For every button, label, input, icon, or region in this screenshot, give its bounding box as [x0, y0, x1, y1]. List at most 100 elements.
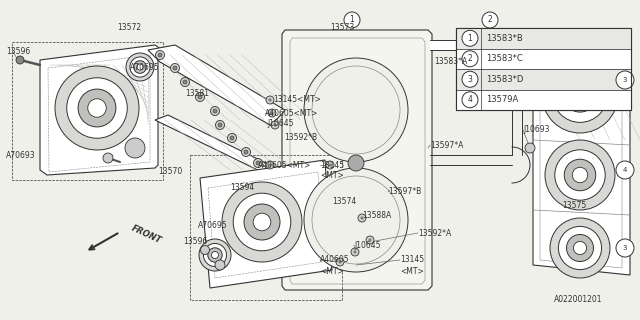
Circle shape — [233, 193, 291, 251]
Text: 13597*A: 13597*A — [430, 140, 463, 149]
Text: 1: 1 — [468, 34, 472, 43]
Text: 13583*C: 13583*C — [486, 54, 523, 63]
Text: <MT>: <MT> — [400, 267, 424, 276]
Circle shape — [266, 96, 274, 104]
Circle shape — [336, 258, 344, 266]
Text: 4: 4 — [623, 167, 627, 173]
Circle shape — [312, 66, 400, 154]
Circle shape — [180, 77, 189, 86]
Text: 2: 2 — [488, 15, 492, 25]
Polygon shape — [155, 115, 280, 175]
Circle shape — [253, 158, 262, 167]
Circle shape — [312, 176, 400, 264]
Text: A022001201: A022001201 — [554, 295, 602, 305]
Text: 13575: 13575 — [562, 201, 586, 210]
Circle shape — [572, 167, 588, 183]
Text: 13581: 13581 — [185, 89, 209, 98]
Text: A70695: A70695 — [198, 220, 228, 229]
Text: 13594: 13594 — [230, 183, 254, 193]
Text: 13579A: 13579A — [486, 95, 518, 104]
Text: A70693: A70693 — [6, 150, 36, 159]
Circle shape — [326, 161, 334, 169]
Text: 13583*A: 13583*A — [434, 58, 467, 67]
Circle shape — [195, 92, 205, 101]
Circle shape — [230, 136, 234, 140]
Text: 13573: 13573 — [330, 23, 355, 33]
Circle shape — [542, 57, 618, 133]
Circle shape — [126, 53, 154, 81]
Circle shape — [482, 12, 498, 28]
Circle shape — [545, 140, 615, 210]
Circle shape — [125, 138, 145, 158]
Circle shape — [211, 107, 220, 116]
Text: A70695: A70695 — [130, 63, 159, 73]
Circle shape — [271, 121, 279, 129]
Polygon shape — [456, 28, 631, 110]
Circle shape — [88, 99, 106, 117]
Circle shape — [563, 78, 597, 112]
Text: 2: 2 — [468, 54, 472, 63]
Circle shape — [550, 218, 610, 278]
Circle shape — [525, 143, 535, 153]
Circle shape — [55, 66, 139, 150]
Circle shape — [369, 238, 371, 242]
Text: 3: 3 — [623, 77, 627, 83]
Circle shape — [462, 51, 478, 67]
Circle shape — [227, 133, 237, 142]
Circle shape — [269, 99, 271, 101]
Text: 13145<MT>: 13145<MT> — [273, 95, 321, 105]
Text: 13597*B: 13597*B — [388, 188, 421, 196]
Circle shape — [67, 78, 127, 138]
Text: 13583*B: 13583*B — [486, 34, 523, 43]
Circle shape — [222, 182, 302, 262]
Circle shape — [213, 109, 217, 113]
Circle shape — [616, 161, 634, 179]
Text: A40605<MT>: A40605<MT> — [265, 108, 318, 117]
Circle shape — [16, 56, 24, 64]
Circle shape — [170, 63, 179, 73]
Circle shape — [462, 71, 478, 87]
Circle shape — [555, 150, 605, 200]
Circle shape — [208, 248, 222, 262]
Polygon shape — [456, 69, 631, 90]
Text: 4: 4 — [468, 95, 472, 104]
Circle shape — [616, 239, 634, 257]
Text: 13574: 13574 — [332, 197, 356, 206]
Text: J10645: J10645 — [267, 119, 294, 129]
Circle shape — [134, 61, 147, 73]
Text: J10645: J10645 — [354, 241, 381, 250]
Text: 3: 3 — [468, 75, 472, 84]
Circle shape — [339, 260, 342, 263]
Circle shape — [256, 161, 260, 165]
Circle shape — [616, 71, 634, 89]
Circle shape — [173, 66, 177, 70]
Circle shape — [366, 236, 374, 244]
Circle shape — [198, 95, 202, 99]
Circle shape — [268, 109, 276, 117]
Text: 13588A: 13588A — [362, 211, 391, 220]
Circle shape — [158, 53, 162, 57]
Circle shape — [211, 252, 218, 259]
Circle shape — [462, 30, 478, 46]
Text: 13596: 13596 — [6, 47, 30, 57]
Circle shape — [269, 164, 271, 166]
Text: 13572: 13572 — [117, 23, 141, 33]
Circle shape — [462, 92, 478, 108]
Text: 3: 3 — [623, 245, 627, 251]
Circle shape — [558, 227, 602, 269]
Polygon shape — [456, 28, 631, 49]
Polygon shape — [456, 49, 631, 69]
Text: 13583*D: 13583*D — [486, 75, 524, 84]
Text: J10693: J10693 — [523, 125, 550, 134]
Circle shape — [328, 164, 332, 166]
Text: 13145: 13145 — [320, 161, 344, 170]
Circle shape — [572, 87, 588, 103]
Circle shape — [103, 153, 113, 163]
Circle shape — [564, 159, 596, 191]
Circle shape — [566, 235, 593, 261]
Circle shape — [304, 58, 408, 162]
Circle shape — [183, 80, 187, 84]
Text: 13596: 13596 — [183, 237, 207, 246]
Circle shape — [266, 161, 274, 169]
Circle shape — [137, 64, 143, 70]
